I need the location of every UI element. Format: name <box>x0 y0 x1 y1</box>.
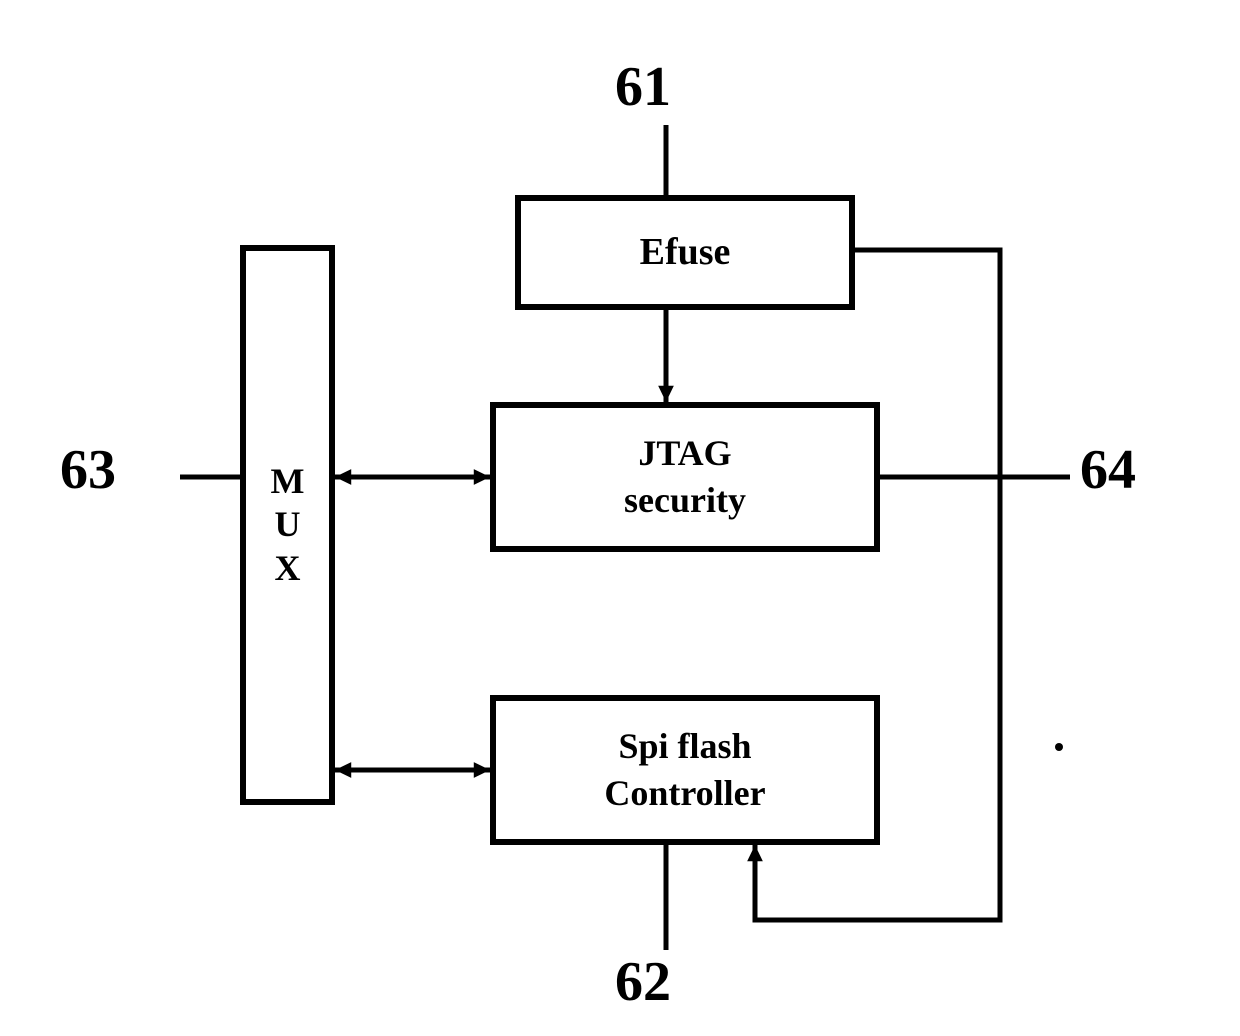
label-61: 61 <box>615 55 671 119</box>
spi-label: Spi flash Controller <box>604 723 765 817</box>
mux-block: M U X <box>240 245 335 805</box>
mux-label: M U X <box>271 460 305 590</box>
jtag-block: JTAG security <box>490 402 880 552</box>
diagram-container: M U X Efuse JTAG security Spi flash Cont… <box>50 50 1190 986</box>
efuse-label: Efuse <box>640 228 731 277</box>
label-62: 62 <box>615 950 671 1014</box>
label-63: 63 <box>60 438 116 502</box>
spi-block: Spi flash Controller <box>490 695 880 845</box>
jtag-label: JTAG security <box>624 430 746 524</box>
label-64: 64 <box>1080 438 1136 502</box>
efuse-block: Efuse <box>515 195 855 310</box>
dot-marker <box>1055 743 1063 751</box>
